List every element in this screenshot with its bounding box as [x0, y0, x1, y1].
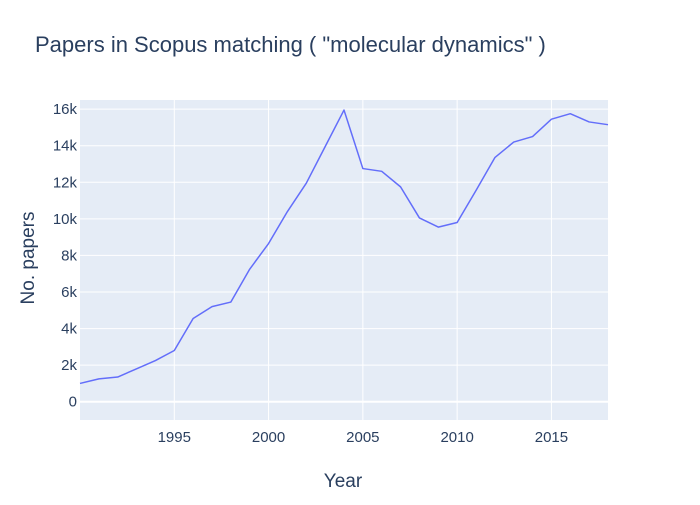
y-tick-label: 4k — [61, 321, 77, 338]
y-tick-label: 16k — [53, 101, 78, 118]
y-tick-label: 8k — [61, 247, 77, 264]
x-tick-label: 2005 — [346, 429, 379, 446]
plot-area — [80, 100, 608, 420]
y-tick-label: 14k — [53, 138, 78, 155]
y-tick-label: 12k — [53, 174, 78, 191]
y-gridlines — [80, 108, 608, 403]
x-gridlines — [173, 100, 552, 420]
y-tick-labels: 0 2k 4k 6k 8k 10k 12k 14k 16k — [53, 101, 78, 411]
y-tick-label: 10k — [53, 211, 78, 228]
y-tick-label: 6k — [61, 284, 77, 301]
x-tick-label: 2010 — [440, 429, 473, 446]
y-axis-title: No. papers — [18, 212, 39, 305]
x-tick-label: 2015 — [535, 429, 568, 446]
chart-title: Papers in Scopus matching ( "molecular d… — [35, 32, 546, 57]
x-tick-labels: 1995 2000 2005 2010 2015 — [158, 429, 569, 446]
x-tick-label: 1995 — [158, 429, 191, 446]
y-tick-label: 0 — [69, 394, 77, 411]
y-tick-label: 2k — [61, 357, 77, 374]
x-tick-label: 2000 — [252, 429, 285, 446]
series-line — [79, 109, 609, 385]
series-layer — [79, 109, 609, 385]
x-axis-title: Year — [324, 471, 363, 492]
